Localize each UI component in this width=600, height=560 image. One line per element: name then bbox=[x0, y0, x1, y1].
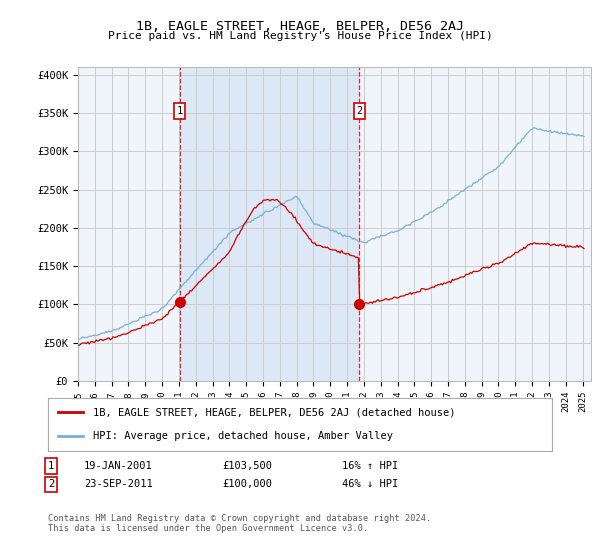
Text: 1B, EAGLE STREET, HEAGE, BELPER, DE56 2AJ: 1B, EAGLE STREET, HEAGE, BELPER, DE56 2A… bbox=[136, 20, 464, 32]
Text: 46% ↓ HPI: 46% ↓ HPI bbox=[342, 479, 398, 489]
Text: 16% ↑ HPI: 16% ↑ HPI bbox=[342, 461, 398, 471]
Text: HPI: Average price, detached house, Amber Valley: HPI: Average price, detached house, Ambe… bbox=[94, 431, 394, 441]
Text: 2: 2 bbox=[48, 479, 54, 489]
Text: Contains HM Land Registry data © Crown copyright and database right 2024.
This d: Contains HM Land Registry data © Crown c… bbox=[48, 514, 431, 533]
Text: 1B, EAGLE STREET, HEAGE, BELPER, DE56 2AJ (detached house): 1B, EAGLE STREET, HEAGE, BELPER, DE56 2A… bbox=[94, 408, 456, 418]
Text: 1: 1 bbox=[48, 461, 54, 471]
Text: 19-JAN-2001: 19-JAN-2001 bbox=[84, 461, 153, 471]
Bar bbox=[180, 67, 359, 381]
Text: £100,000: £100,000 bbox=[222, 479, 272, 489]
Text: 23-SEP-2011: 23-SEP-2011 bbox=[84, 479, 153, 489]
Text: 1: 1 bbox=[176, 106, 183, 116]
Text: £103,500: £103,500 bbox=[222, 461, 272, 471]
Text: Price paid vs. HM Land Registry's House Price Index (HPI): Price paid vs. HM Land Registry's House … bbox=[107, 31, 493, 41]
Text: 2: 2 bbox=[356, 106, 362, 116]
